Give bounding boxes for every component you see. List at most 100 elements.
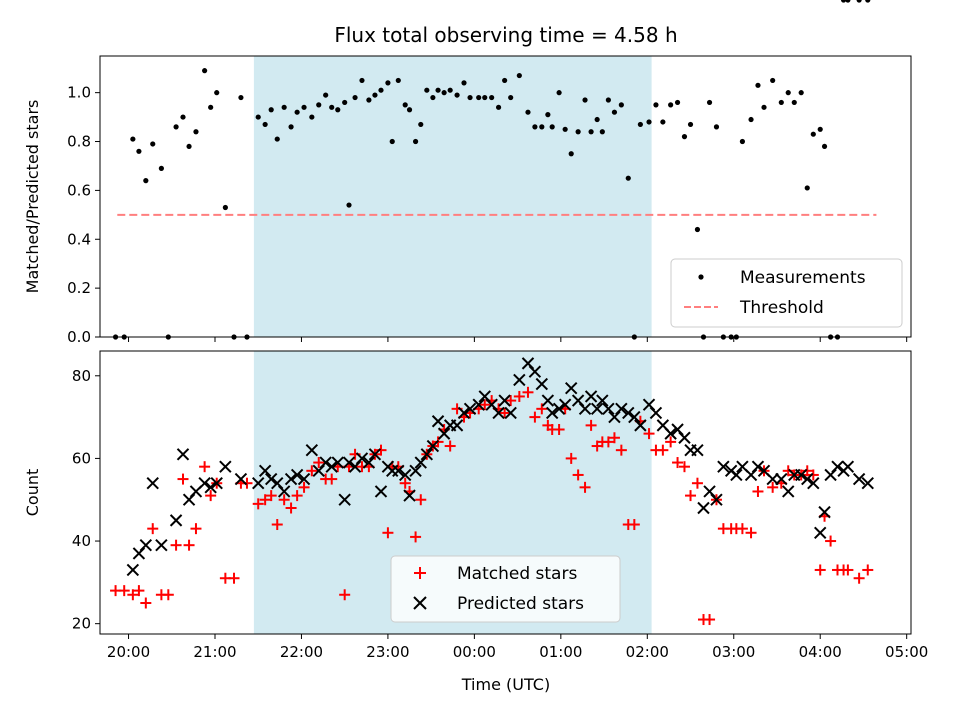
predicted-star-point bbox=[775, 472, 788, 486]
matched-star-point bbox=[767, 481, 779, 493]
predicted-star-point bbox=[730, 468, 743, 482]
measurement-point bbox=[323, 92, 329, 98]
y-tick-label: 0.0 bbox=[67, 328, 91, 346]
y-tick-label: 80 bbox=[72, 367, 91, 385]
measurement-point bbox=[385, 80, 391, 86]
predicted-star-point bbox=[362, 456, 376, 469]
measurement-point bbox=[549, 124, 555, 130]
matched-star-point bbox=[628, 519, 640, 531]
predicted-star-point bbox=[578, 402, 592, 416]
measurement-point bbox=[653, 102, 659, 108]
y-tick-label: 0.4 bbox=[67, 230, 91, 248]
predicted-star-point bbox=[590, 402, 604, 416]
predicted-star-point bbox=[368, 448, 382, 461]
matched-star-point bbox=[205, 490, 217, 502]
predicted-star-point bbox=[535, 377, 549, 391]
predicted-star-point bbox=[596, 394, 609, 407]
ratio-legend: Measurements Threshold bbox=[670, 258, 903, 328]
measurement-point bbox=[575, 129, 581, 135]
predicted-star-point bbox=[169, 514, 183, 527]
y-tick-label: 60 bbox=[72, 449, 91, 467]
measurement-point bbox=[136, 148, 142, 154]
measurement-point bbox=[713, 124, 720, 130]
matched-star-point bbox=[499, 407, 511, 419]
predicted-star-point bbox=[861, 476, 874, 490]
measurement-point bbox=[441, 90, 447, 96]
matched-star-point bbox=[565, 452, 577, 464]
measurement-point bbox=[389, 138, 395, 145]
predicted-stars-points bbox=[126, 357, 874, 577]
predicted-star-point bbox=[342, 456, 356, 469]
measurement-point bbox=[556, 90, 562, 96]
measurement-point bbox=[588, 129, 594, 135]
predicted-star-point bbox=[210, 476, 223, 490]
predicted-star-point bbox=[634, 419, 647, 432]
measurement-point bbox=[435, 87, 441, 93]
matched-star-point bbox=[306, 465, 318, 477]
measurement-point bbox=[316, 102, 322, 108]
x-tick-label: 22:00 bbox=[280, 643, 323, 661]
predicted-star-point bbox=[841, 460, 855, 473]
measurement-point bbox=[791, 99, 797, 106]
measurement-point bbox=[618, 102, 624, 108]
count-y-ticks: 20 40 60 80 bbox=[72, 367, 100, 633]
predicted-star-point bbox=[126, 563, 140, 577]
predicted-star-point bbox=[602, 402, 615, 416]
measurement-point bbox=[372, 92, 378, 98]
matched-star-point bbox=[444, 440, 456, 452]
measurement-point bbox=[222, 204, 228, 211]
matched-star-point bbox=[672, 457, 684, 469]
x-tick-label: 05:00 bbox=[885, 643, 928, 661]
measurement-point bbox=[687, 121, 694, 128]
y-tick-label: 40 bbox=[72, 532, 91, 550]
matched-star-point bbox=[118, 585, 130, 597]
predicted-star-point bbox=[409, 464, 422, 478]
matched-star-point bbox=[271, 519, 283, 531]
measurement-point bbox=[739, 138, 746, 145]
matched-star-point bbox=[133, 585, 145, 597]
predicted-star-point bbox=[541, 394, 555, 407]
x-tick-label: 04:00 bbox=[799, 643, 842, 661]
matched-star-point bbox=[326, 473, 338, 485]
x-tick-label: 02:00 bbox=[626, 643, 669, 661]
measurement-point bbox=[532, 124, 538, 130]
predicted-star-point bbox=[649, 406, 663, 420]
predicted-star-point bbox=[801, 472, 814, 486]
y-tick-label: 1.0 bbox=[67, 84, 91, 102]
measurement-point bbox=[359, 77, 365, 84]
measurement-point bbox=[681, 134, 688, 140]
legend-threshold-label: Threshold bbox=[739, 298, 824, 318]
predicted-star-point bbox=[818, 505, 831, 519]
measurement-point bbox=[352, 94, 358, 101]
measurement-point bbox=[810, 131, 816, 137]
predicted-star-point bbox=[204, 481, 217, 494]
matched-star-point bbox=[657, 444, 669, 456]
measurement-point bbox=[778, 99, 784, 106]
predicted-star-point bbox=[463, 402, 477, 416]
measurement-point bbox=[821, 143, 828, 150]
measurement-point bbox=[255, 114, 261, 120]
ratio-y-ticks: 0.0 0.2 0.4 0.6 0.8 1.0 bbox=[67, 84, 100, 346]
predicted-star-point bbox=[420, 448, 434, 461]
matched-star-point bbox=[505, 395, 517, 407]
measurement-point bbox=[412, 138, 419, 145]
x-tick-label: 23:00 bbox=[366, 643, 409, 661]
matched-star-point bbox=[170, 539, 182, 551]
predicted-star-point bbox=[198, 476, 211, 490]
measurement-point bbox=[346, 202, 352, 208]
measurement-point bbox=[158, 165, 164, 171]
predicted-star-point bbox=[852, 472, 866, 486]
matched-star-point bbox=[842, 564, 854, 576]
matched-star-point bbox=[278, 494, 290, 506]
predicted-star-point bbox=[691, 443, 704, 457]
measurement-point bbox=[798, 90, 804, 96]
matched-star-point bbox=[199, 461, 211, 473]
matched-star-point bbox=[313, 457, 325, 469]
predicted-star-point bbox=[431, 415, 445, 428]
measurement-point bbox=[856, 0, 862, 3]
measurement-point bbox=[525, 109, 531, 115]
measurement-point bbox=[646, 119, 652, 125]
matched-star-point bbox=[228, 572, 240, 584]
measurement-point bbox=[748, 116, 754, 123]
measurement-point bbox=[502, 77, 508, 84]
